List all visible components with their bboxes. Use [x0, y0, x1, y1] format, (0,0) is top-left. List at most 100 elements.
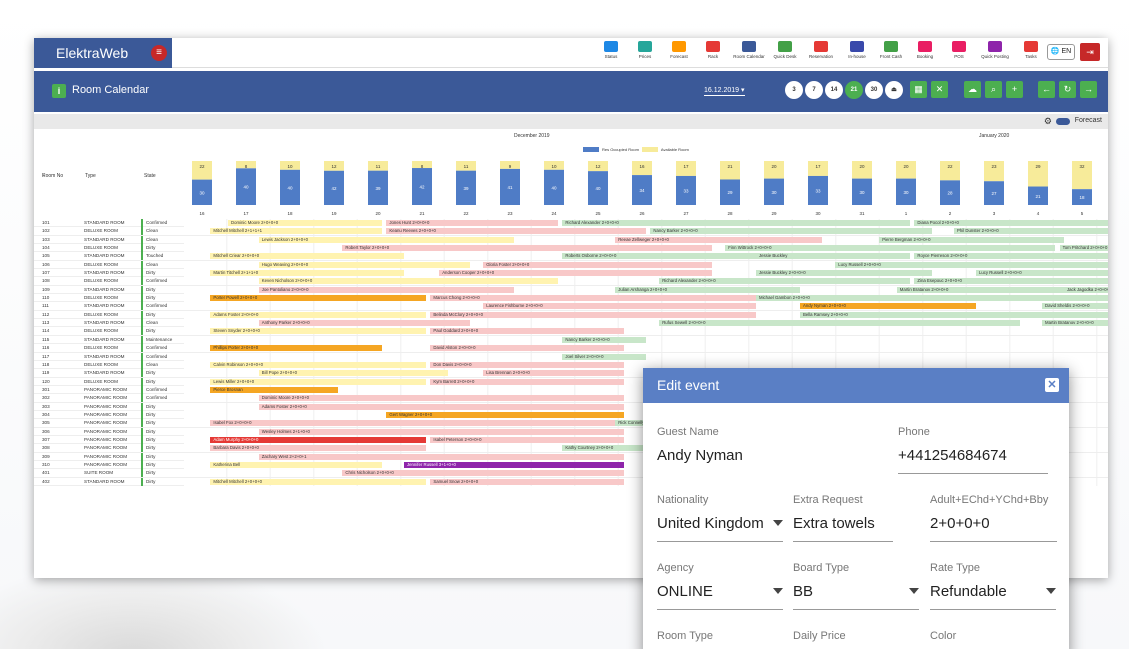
room-lane[interactable]: Steven Snyder 2+0+0+0 Paul Goddard 2+0+0+… — [184, 327, 1108, 336]
reservation-bar[interactable]: Jack Jagodka 2+0+0+0 — [1064, 286, 1108, 293]
reservation-bar[interactable]: Lewis Jackson 2+0+0+0 — [258, 236, 514, 243]
reservation-bar[interactable]: Phil Dunster 2+0+0+0 — [954, 228, 1108, 235]
reservation-bar[interactable]: David Alston 2+0+0+0 — [430, 345, 624, 352]
reservation-bar[interactable]: Anderson Cooper 2+0+0+0 — [439, 270, 712, 277]
phone-value[interactable]: +441254684674 — [898, 447, 1007, 464]
room-lane[interactable]: Hugo Weaving 2+0+0+0 Gloria Foster 2+0+0+… — [184, 260, 1108, 269]
forward-icon[interactable]: → — [1080, 81, 1097, 98]
rate-type-select[interactable]: Rate Type Refundable — [930, 562, 1056, 610]
reservation-bar[interactable]: Lucy Russell 2+0+0+0 — [976, 270, 1108, 277]
reservation-bar[interactable]: Richard Alexander 2+0+0+0 — [562, 220, 910, 226]
room-lane[interactable]: Mitchell Mitchell 2+1+1+1 Keanu Reeves 2+… — [184, 227, 1108, 236]
day-range-button[interactable]: 3 — [785, 81, 803, 99]
extra-request-field[interactable]: Extra Request Extra towels — [793, 494, 893, 542]
reservation-bar[interactable]: Kym Barrett 2+0+0+0 — [430, 378, 624, 385]
reservation-bar[interactable]: Tom Pritchard 2+0+0+0 — [1059, 245, 1108, 252]
reservation-bar[interactable]: Gloria Foster 2+0+0+0 — [483, 261, 712, 268]
info-icon[interactable]: i — [52, 84, 66, 98]
date-picker[interactable]: 16.12.2019 ▾ — [704, 87, 745, 96]
room-lane[interactable]: Laurence Fishburne 2+0+0+0 Andy Nyman 2+0… — [184, 302, 1108, 311]
chevron-down-icon[interactable] — [773, 520, 783, 526]
room-lane[interactable]: Robert Taylor 2+0+0+0 Finn Wittrock 2+0+0… — [184, 244, 1108, 253]
reservation-bar[interactable]: Don Davis 2+0+0+0 — [430, 361, 624, 368]
reservation-bar[interactable]: Julian Arshanga 2+0+0+0 — [615, 286, 800, 293]
reservation-bar[interactable]: David Sheldis 2+0+0+0 — [1042, 303, 1108, 310]
nav-item-forecast[interactable]: Forecast — [662, 40, 696, 66]
reservation-bar[interactable]: Wesley Holmes 2+1+0+0 — [258, 428, 624, 435]
room-row[interactable]: 106 DELUXE ROOM Clean Hugo Weaving 2+0+0+0 G… — [34, 260, 1108, 270]
day-range-button[interactable]: 7 — [805, 81, 823, 99]
tools-icon[interactable]: ✕ — [931, 81, 948, 98]
reservation-bar[interactable]: Dominic Moore 2+0+0+0 — [228, 220, 382, 226]
room-lane[interactable]: Martin Titchell 2+1+1+0 Anderson Cooper 2… — [184, 269, 1108, 278]
room-row[interactable]: 107 STANDARD ROOM Dirty Martin Titchell 2+1… — [34, 269, 1108, 278]
nav-item-booking[interactable]: Booking — [908, 40, 942, 66]
menu-icon[interactable]: ≡ — [151, 45, 167, 61]
chevron-down-icon[interactable] — [1046, 588, 1056, 594]
reservation-bar[interactable]: Isabel Fox 2+0+0+0 — [210, 420, 624, 427]
reservation-bar[interactable]: Rufus Sewell 2+0+0+0 — [659, 320, 1020, 327]
reservation-bar[interactable]: Joe Pantoliano 2+0+0+0 — [258, 286, 514, 293]
phone-field[interactable]: Phone +441254684674 — [898, 426, 1048, 474]
reservation-bar[interactable]: Belinda McClory 2+0+0+0 — [430, 311, 756, 318]
reservation-bar[interactable]: Reeae Zellweger 2+0+0+0 — [615, 236, 822, 243]
room-type-select[interactable]: Room Type — [657, 630, 783, 642]
reservation-bar[interactable]: Nancy Barker 2+0+0+0 — [562, 336, 646, 343]
guest-name-field[interactable]: Guest Name Andy Nyman — [657, 426, 867, 464]
reservation-bar[interactable]: Martin Bratanov 2+0+0+0 — [896, 286, 1064, 293]
room-row[interactable]: 101 STANDARD ROOM Confirmed Dominic Moore 2… — [34, 219, 1108, 228]
guest-name-value[interactable]: Andy Nyman — [657, 447, 743, 464]
column-state[interactable]: State — [144, 173, 156, 179]
column-room-no[interactable]: Room No ↑ — [42, 173, 64, 179]
color-select[interactable]: Color — [930, 630, 1056, 642]
close-icon[interactable]: ✕ — [1045, 378, 1059, 392]
reservation-bar[interactable]: Dominic Moore 2+0+0+0 — [258, 395, 624, 402]
reservation-bar[interactable]: Calvin Robinson 2+0+0+0 — [210, 361, 426, 368]
room-row[interactable]: 108 DELUXE ROOM Confirmed Keven Nicholson 2… — [34, 277, 1108, 286]
reservation-bar[interactable]: Samuel Snow 2+0+0+0 — [430, 478, 624, 485]
reservation-bar[interactable]: Finn Wittrock 2+0+0+0 — [725, 245, 1056, 252]
gear-icon[interactable]: ⚙ — [1043, 116, 1052, 126]
nav-item-room-calendar[interactable]: Room Calendar — [730, 40, 768, 66]
nav-item-in-house[interactable]: In-house — [840, 40, 874, 66]
day-range-button[interactable]: 30 — [865, 81, 883, 99]
reservation-bar[interactable]: Mitchell Criear 2+0+0+0 — [210, 253, 404, 260]
agency-select[interactable]: Agency ONLINE — [657, 562, 783, 610]
room-row[interactable]: 102 DELUXE ROOM Clean Mitchell Mitchell 2+1… — [34, 227, 1108, 236]
reservation-bar[interactable]: Pierre Bergman 2+0+0+0 — [879, 236, 1064, 243]
reservation-bar[interactable]: Jessie Buckley — [756, 253, 910, 260]
nav-item-prices[interactable]: Prices — [628, 40, 662, 66]
reservation-bar[interactable]: Anthony Parker 2+0+0+0 — [258, 320, 470, 327]
nav-item-quick-desk[interactable]: Quick Desk — [768, 40, 802, 66]
room-lane[interactable]: Porter Powell 2+0+0+0 Marcus Chong 2+0+0+… — [184, 294, 1108, 303]
nav-item-front-cash[interactable]: Front Cash — [874, 40, 908, 66]
reservation-bar[interactable]: Porter Powell 2+0+0+0 — [210, 295, 426, 302]
search-icon[interactable]: ⌕ — [985, 81, 1002, 98]
nav-item-quick-posting[interactable]: Quick Posting — [976, 40, 1014, 66]
logout-icon[interactable]: ⇥ — [1080, 43, 1100, 61]
cloud-icon[interactable]: ☁ — [964, 81, 981, 98]
reservation-bar[interactable]: Zina Esepouc 2+0+0+0 — [914, 278, 1108, 285]
nav-item-tasks[interactable]: Tasks — [1014, 40, 1048, 66]
reservation-bar[interactable]: Steven Snyder 2+0+0+0 — [210, 328, 426, 335]
chevron-down-icon[interactable] — [909, 588, 919, 594]
chevron-down-icon[interactable] — [773, 588, 783, 594]
reservation-bar[interactable]: Zachary West 2+2+0+1 — [258, 453, 624, 460]
day-range-button[interactable]: 14 — [825, 81, 843, 99]
reservation-bar[interactable]: Robert Taylor 2+0+0+0 — [342, 245, 712, 252]
room-lane[interactable]: Anthony Parker 2+0+0+0 Rufus Sewell 2+0+0… — [184, 319, 1108, 328]
room-lane[interactable]: Keven Nicholson 2+0+0+0 Richard Alexander… — [184, 277, 1108, 286]
language-button[interactable]: 🌐 EN — [1047, 44, 1075, 60]
reservation-bar[interactable]: Adams Foster 2+0+0+0 — [258, 403, 624, 410]
room-row[interactable]: 105 STANDARD ROOM Touched Mitchell Criear 2… — [34, 252, 1108, 261]
room-row[interactable]: 118 DELUXE ROOM Clean Calvin Robinson 2+0+0… — [34, 360, 1108, 370]
room-row[interactable]: 113 STANDARD ROOM Clean Anthony Parker 2+0+… — [34, 319, 1108, 328]
nav-item-rack[interactable]: Rack — [696, 40, 730, 66]
reservation-bar[interactable]: Jessie Buckley 2+0+0+0 — [756, 270, 932, 277]
nav-item-reservation[interactable]: Reservation — [802, 40, 840, 66]
reservation-bar[interactable]: Keven Nicholson 2+0+0+0 — [258, 278, 558, 285]
grid-icon[interactable]: ▦ — [910, 81, 927, 98]
nationality-value[interactable]: United Kingdom — [657, 515, 764, 532]
reservation-bar[interactable]: Rick Connelly — [615, 420, 646, 427]
reservation-bar[interactable]: Michael Gambon 2+0+0+0 — [756, 295, 1108, 302]
